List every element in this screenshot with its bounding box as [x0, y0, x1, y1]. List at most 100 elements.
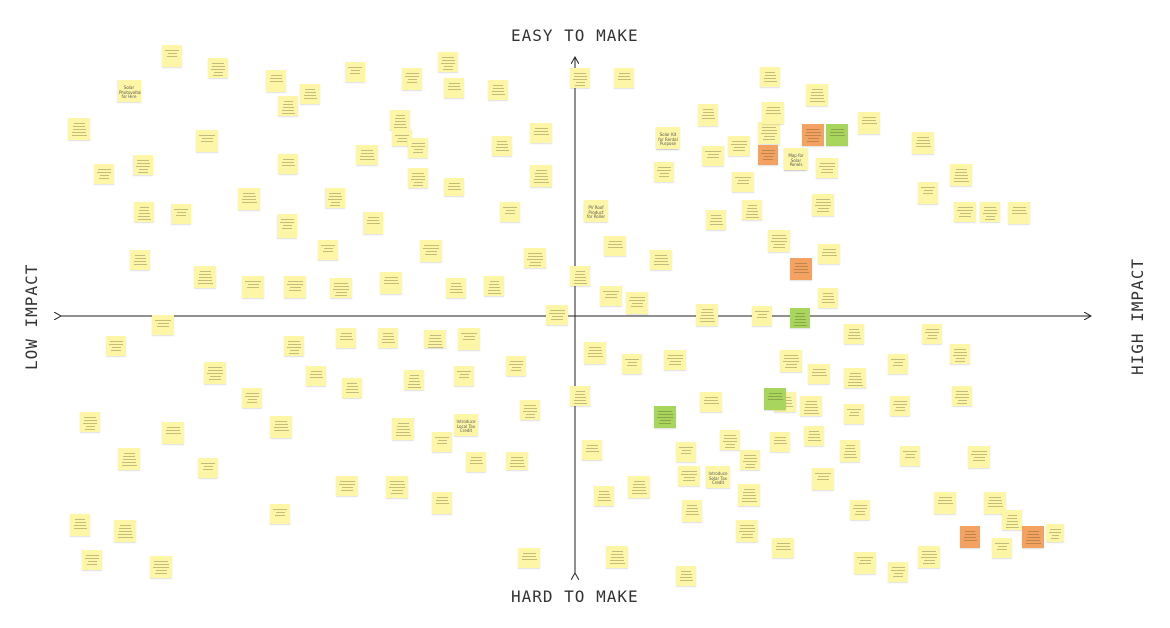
sticky-note[interactable]	[858, 112, 880, 134]
sticky-note[interactable]	[682, 500, 702, 522]
sticky-note[interactable]	[68, 118, 90, 140]
sticky-note[interactable]	[742, 200, 762, 220]
sticky-note[interactable]	[800, 396, 822, 416]
sticky-note[interactable]	[960, 526, 980, 548]
sticky-note[interactable]	[922, 324, 942, 344]
sticky-note[interactable]	[812, 468, 834, 490]
sticky-note[interactable]	[654, 406, 676, 428]
sticky-note[interactable]	[458, 328, 480, 350]
sticky-note[interactable]	[698, 104, 718, 126]
sticky-note[interactable]	[752, 306, 772, 326]
sticky-note[interactable]	[758, 122, 780, 144]
sticky-note[interactable]	[826, 124, 848, 146]
sticky-note[interactable]	[570, 386, 590, 406]
sticky-note[interactable]	[444, 178, 464, 196]
sticky-note-labeled[interactable]: Solar Kit for Rental Purpose	[656, 127, 680, 149]
sticky-note[interactable]	[768, 230, 790, 252]
sticky-note[interactable]	[1046, 524, 1064, 542]
sticky-note[interactable]	[968, 446, 990, 468]
sticky-note[interactable]	[984, 492, 1006, 514]
sticky-note[interactable]	[622, 354, 642, 374]
sticky-note[interactable]	[162, 422, 184, 444]
sticky-note[interactable]	[854, 552, 876, 574]
sticky-note[interactable]	[150, 556, 172, 578]
sticky-note[interactable]	[336, 328, 356, 348]
sticky-note[interactable]	[584, 342, 606, 364]
sticky-note[interactable]	[518, 548, 540, 568]
sticky-note[interactable]	[760, 67, 780, 87]
sticky-note[interactable]	[152, 315, 174, 335]
sticky-note[interactable]	[918, 546, 940, 568]
sticky-note[interactable]	[844, 324, 864, 344]
sticky-note[interactable]	[336, 476, 358, 496]
sticky-note[interactable]	[118, 448, 140, 470]
sticky-note[interactable]	[454, 366, 474, 386]
sticky-note[interactable]	[844, 404, 864, 424]
sticky-note[interactable]	[198, 458, 218, 478]
sticky-note[interactable]	[600, 286, 622, 306]
sticky-note[interactable]	[900, 446, 920, 466]
sticky-note[interactable]	[380, 272, 402, 294]
sticky-note[interactable]	[818, 244, 840, 264]
sticky-note[interactable]	[506, 452, 528, 470]
sticky-note[interactable]	[277, 214, 297, 238]
sticky-note[interactable]	[1022, 526, 1044, 548]
sticky-note[interactable]	[614, 68, 634, 88]
sticky-note[interactable]	[530, 165, 552, 187]
sticky-note[interactable]	[94, 164, 114, 184]
sticky-note[interactable]	[706, 210, 726, 230]
sticky-note[interactable]	[626, 292, 648, 314]
sticky-note[interactable]	[606, 546, 628, 568]
sticky-note[interactable]	[934, 492, 956, 514]
sticky-note[interactable]	[363, 212, 383, 234]
sticky-note[interactable]	[420, 240, 442, 262]
sticky-note[interactable]	[594, 486, 614, 506]
sticky-note[interactable]	[758, 145, 778, 165]
sticky-note[interactable]	[950, 164, 972, 186]
sticky-note[interactable]	[650, 250, 672, 270]
sticky-note[interactable]	[130, 250, 150, 270]
sticky-note[interactable]	[345, 62, 365, 82]
sticky-note[interactable]	[342, 378, 362, 398]
sticky-note[interactable]	[194, 266, 216, 288]
sticky-note-labeled[interactable]: Map for Solar Panels	[784, 148, 808, 170]
sticky-note[interactable]	[530, 123, 552, 143]
sticky-note[interactable]	[500, 202, 520, 222]
sticky-note[interactable]	[70, 514, 90, 536]
sticky-note[interactable]	[802, 124, 824, 146]
sticky-note[interactable]	[270, 504, 290, 524]
sticky-note[interactable]	[702, 146, 724, 166]
sticky-note[interactable]	[196, 130, 218, 152]
sticky-note[interactable]	[524, 248, 546, 268]
sticky-note[interactable]	[278, 96, 298, 116]
sticky-note[interactable]	[952, 386, 972, 406]
sticky-note[interactable]	[330, 278, 352, 298]
sticky-note[interactable]	[570, 68, 590, 88]
sticky-note[interactable]	[171, 204, 191, 224]
sticky-note[interactable]	[808, 364, 830, 384]
sticky-note[interactable]	[82, 550, 102, 570]
sticky-note[interactable]	[438, 52, 458, 72]
sticky-note[interactable]	[954, 202, 976, 222]
sticky-note[interactable]	[392, 130, 412, 146]
sticky-note[interactable]	[432, 432, 452, 452]
sticky-note[interactable]	[918, 182, 938, 204]
sticky-note[interactable]	[266, 70, 286, 92]
sticky-note[interactable]	[356, 145, 378, 165]
sticky-note[interactable]	[582, 440, 602, 460]
sticky-note[interactable]	[676, 442, 696, 462]
sticky-note-labeled[interactable]: PV Roof Product for Roller	[584, 200, 608, 222]
sticky-note-labeled[interactable]: Introduce Solar Tax Credit	[706, 466, 730, 488]
sticky-note[interactable]	[546, 305, 568, 325]
sticky-note[interactable]	[404, 370, 424, 390]
sticky-note[interactable]	[133, 155, 153, 175]
sticky-note[interactable]	[812, 194, 834, 216]
sticky-note[interactable]	[318, 240, 338, 260]
sticky-note[interactable]	[488, 80, 508, 100]
sticky-note[interactable]	[654, 162, 674, 182]
sticky-note[interactable]	[720, 430, 740, 450]
sticky-note[interactable]	[325, 188, 345, 208]
sticky-note[interactable]	[284, 336, 304, 356]
sticky-note[interactable]	[300, 84, 320, 104]
